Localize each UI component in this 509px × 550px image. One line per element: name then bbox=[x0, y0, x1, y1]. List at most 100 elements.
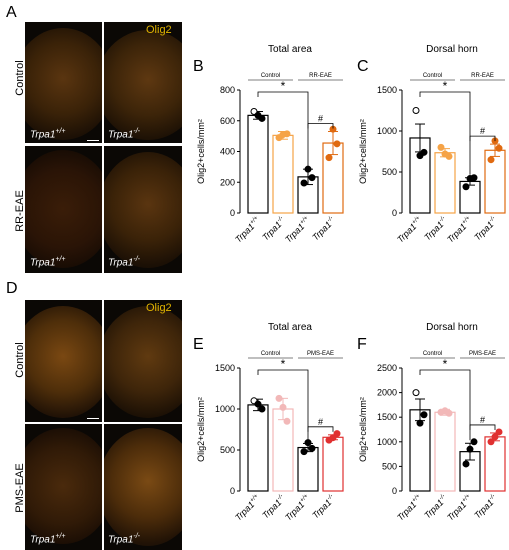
micrograph-top-eae-ko bbox=[104, 146, 182, 273]
data-point bbox=[300, 179, 308, 187]
y-tick-label: 0 bbox=[392, 208, 397, 218]
data-point bbox=[308, 444, 316, 452]
group-label: Control bbox=[261, 73, 280, 79]
y-tick-label: 400 bbox=[220, 147, 235, 157]
y-tick-label: 800 bbox=[220, 85, 235, 95]
x-tick-label: Trpa1+/+ bbox=[445, 215, 475, 245]
significance-bracket bbox=[257, 91, 309, 167]
significance-bracket bbox=[307, 426, 334, 432]
marker-label-olig2: Olig2 bbox=[146, 302, 172, 314]
data-point bbox=[441, 150, 449, 158]
data-point bbox=[304, 439, 312, 447]
spinal-cord-section bbox=[104, 30, 182, 140]
bar bbox=[434, 411, 456, 492]
spinal-cord-section bbox=[104, 306, 182, 418]
x-tick-label: Trpa1+/+ bbox=[395, 215, 425, 245]
panel-letter-e: E bbox=[193, 336, 204, 353]
bar bbox=[484, 436, 506, 492]
panel-letter-a: A bbox=[6, 4, 17, 21]
data-point bbox=[254, 400, 262, 408]
y-tick-label: 500 bbox=[220, 445, 235, 455]
scale-bar bbox=[87, 140, 99, 141]
spinal-cord-section bbox=[25, 28, 102, 140]
chart-title: Total area bbox=[268, 44, 312, 55]
data-point bbox=[495, 428, 503, 436]
bar-chart-e: Total area Olig2+cells/mm² 0 500 1000 1500 Con… bbox=[196, 322, 344, 523]
bar bbox=[434, 152, 456, 214]
panel-letter-c: C bbox=[357, 58, 369, 75]
data-point bbox=[466, 445, 474, 453]
micrograph-genotype-label: Trpa1-/- bbox=[108, 533, 140, 546]
data-point bbox=[437, 143, 445, 151]
y-tick-label: 600 bbox=[220, 116, 235, 126]
data-point bbox=[462, 460, 470, 468]
chart-title: Total area bbox=[268, 322, 312, 333]
panel-letter-f: F bbox=[357, 336, 367, 353]
y-tick-label: 0 bbox=[230, 208, 235, 218]
spinal-cord-section bbox=[25, 150, 102, 268]
significance-marker: # bbox=[480, 126, 485, 136]
data-point bbox=[304, 165, 312, 173]
micrograph-bottom-control-ko bbox=[104, 300, 182, 422]
y-tick-label: 1000 bbox=[215, 404, 235, 414]
data-point bbox=[466, 175, 474, 183]
significance-bracket bbox=[469, 424, 496, 430]
group-label: RR-EAE bbox=[471, 73, 494, 79]
y-tick-label: 1000 bbox=[377, 437, 397, 447]
micrograph-top-eae-wt bbox=[25, 146, 102, 273]
spinal-cord-section bbox=[25, 428, 102, 544]
group-label: Control bbox=[423, 73, 442, 79]
data-point bbox=[412, 107, 420, 114]
data-point bbox=[300, 448, 308, 456]
data-point bbox=[491, 433, 499, 441]
data-point bbox=[283, 417, 291, 425]
y-tick-label: 2500 bbox=[377, 363, 397, 373]
x-tick-label: Trpa1+/+ bbox=[233, 215, 263, 245]
x-tick-label: Trpa1+/+ bbox=[283, 493, 313, 523]
x-tick-label: Trpa1+/+ bbox=[283, 215, 313, 245]
x-tick-label: Trpa1-/- bbox=[310, 493, 337, 520]
y-tick-label: 1500 bbox=[377, 85, 397, 95]
panel-letter-d: D bbox=[6, 280, 18, 297]
data-point bbox=[254, 111, 262, 119]
data-point bbox=[279, 403, 287, 411]
y-tick-label: 200 bbox=[220, 177, 235, 187]
y-axis-label: Olig2+cells/mm² bbox=[196, 119, 206, 184]
data-point bbox=[333, 140, 341, 148]
data-point bbox=[495, 144, 503, 152]
significance-bracket bbox=[257, 369, 309, 441]
data-point bbox=[412, 389, 420, 397]
x-tick-label: Trpa1+/+ bbox=[395, 493, 425, 523]
significance-bracket bbox=[419, 369, 471, 441]
data-point bbox=[487, 156, 495, 164]
y-tick-label: 1000 bbox=[377, 126, 397, 136]
data-point bbox=[470, 438, 478, 446]
y-axis-label: Olig2+cells/mm² bbox=[358, 119, 368, 184]
group-label: PMS-EAE bbox=[469, 351, 496, 357]
marker-label-olig2: Olig2 bbox=[146, 24, 172, 36]
data-point bbox=[333, 430, 341, 438]
data-point bbox=[329, 434, 337, 442]
y-tick-label: 1500 bbox=[215, 363, 235, 373]
bar-chart-f: Dorsal horn Olig2+cells/mm² 0 500 1000 1500 20… bbox=[358, 322, 506, 523]
y-axis-label: Olig2+cells/mm² bbox=[196, 397, 206, 462]
data-point bbox=[275, 394, 283, 402]
data-point bbox=[308, 174, 316, 182]
significance-marker: * bbox=[443, 79, 448, 93]
data-point bbox=[325, 154, 333, 162]
data-point bbox=[416, 419, 424, 427]
data-point bbox=[420, 411, 428, 419]
data-point bbox=[487, 438, 495, 446]
significance-marker: # bbox=[480, 415, 485, 425]
y-tick-label: 1500 bbox=[377, 412, 397, 422]
micrograph-genotype-label: Trpa1-/- bbox=[108, 256, 140, 269]
x-tick-label: Trpa1+/+ bbox=[445, 493, 475, 523]
significance-marker: # bbox=[318, 417, 323, 427]
significance-marker: # bbox=[318, 114, 323, 124]
chart-title: Dorsal horn bbox=[426, 322, 478, 333]
x-tick-label: Trpa1+/+ bbox=[233, 493, 263, 523]
bar bbox=[297, 446, 319, 492]
micrograph-top-control-wt bbox=[25, 22, 102, 143]
significance-marker: * bbox=[281, 79, 286, 93]
group-label: Control bbox=[261, 351, 280, 357]
